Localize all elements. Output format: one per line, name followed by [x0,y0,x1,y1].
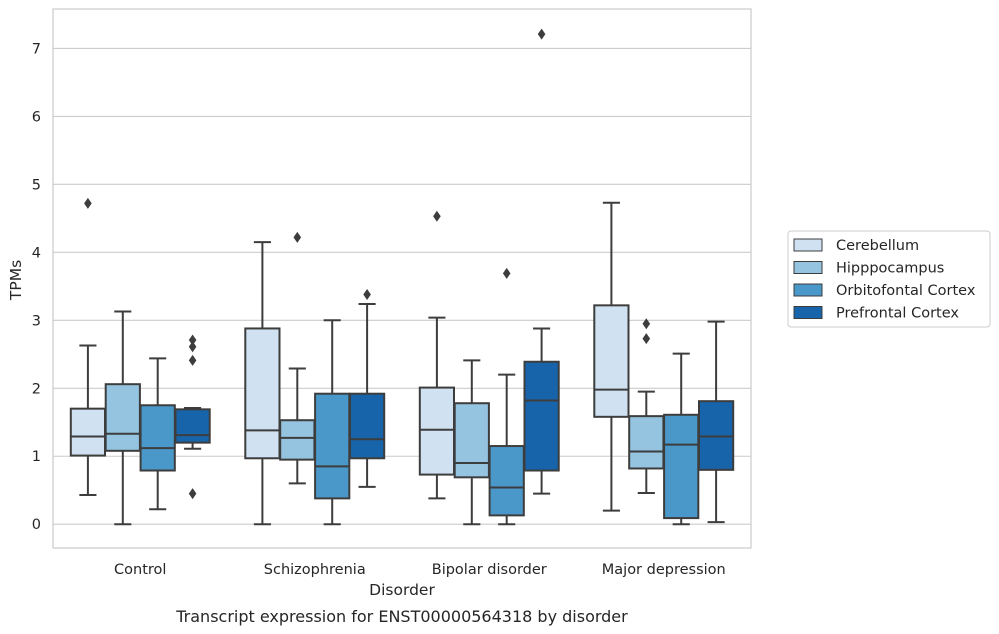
legend-swatch [793,238,823,252]
chart-caption: Transcript expression for ENST0000056431… [175,607,628,626]
y-tick-label: 2 [32,381,41,397]
box-orbitofontal-cortex [314,319,351,526]
legend-item: Hipppocampus [793,261,944,277]
box-prefrontal-cortex [174,334,211,500]
box-hipppocampus [453,359,490,526]
box-iqr [663,413,700,520]
y-tick-label: 3 [32,313,41,329]
legend-label: Cerebellum [836,238,919,254]
box-cerebellum [418,210,456,500]
legend-frame [787,230,991,328]
box-prefrontal-cortex [348,288,386,488]
legend-label: Orbitofontal Cortex [836,283,976,299]
box-iqr [244,327,281,460]
outlier-point [188,354,197,366]
outlier-point [537,28,546,40]
legend-item: Cerebellum [793,238,919,254]
legend-swatch [793,283,823,297]
box-iqr [174,408,211,444]
x-tick-label: Control [114,562,166,578]
y-tick-label: 4 [32,245,41,261]
x-tick-label: Bipolar disorder [432,562,547,578]
box-iqr [348,392,386,460]
box-iqr [104,383,141,452]
outlier-point [188,341,197,353]
box-hipppocampus [104,310,141,526]
legend-item: Orbitofontal Cortex [793,283,976,299]
box-iqr [139,404,176,472]
box-iqr [697,400,735,471]
box-hipppocampus [279,231,316,485]
outlier-point [642,333,651,345]
legend-swatch [793,306,823,319]
outlier-point [188,488,197,500]
box-iqr [453,402,490,479]
plot-frame [52,8,752,549]
y-axis-label: TPMs [7,260,25,301]
box-orbitofontal-cortex [488,267,525,526]
outlier-point [642,318,651,330]
outlier-point [433,210,441,222]
outlier-point [363,288,371,300]
outlier-point [502,267,511,279]
legend: Cerebellum Hipppocampus Orbitofontal Corte… [787,230,991,328]
outlier-point [84,197,92,209]
y-tick-label: 1 [32,449,41,465]
x-tick-label: Major depression [602,562,726,578]
box-iqr [314,392,351,500]
box-iqr [279,419,316,461]
box-plot-series [69,28,735,526]
y-tick-label: 0 [32,517,41,533]
box-iqr [523,360,560,472]
x-axis-ticks: Control Schizophrenia Bipolar disorder Majo… [114,562,726,578]
box-iqr [488,445,525,517]
box-iqr [628,415,665,470]
box-iqr [69,407,107,457]
x-tick-label: Schizophrenia [264,562,366,578]
box-orbitofontal-cortex [663,352,700,526]
legend-label: Prefrontal Cortex [836,306,959,322]
box-prefrontal-cortex [697,320,735,524]
box-cerebellum [69,197,107,496]
box-hipppocampus [628,318,665,494]
box-orbitofontal-cortex [139,357,176,511]
y-tick-label: 5 [32,177,41,193]
x-axis-label: Disorder [369,581,435,599]
legend-swatch [793,261,823,274]
legend-label: Hipppocampus [836,261,944,277]
box-cerebellum [244,241,281,526]
y-tick-label: 7 [32,41,41,57]
box-iqr [418,386,456,476]
box-iqr [593,304,630,418]
outlier-point [188,334,197,346]
y-axis-ticks: 0 1 2 3 4 5 6 7 [32,41,41,533]
outlier-point [293,231,302,243]
box-prefrontal-cortex [523,28,560,495]
box-cerebellum [593,201,630,512]
y-tick-label: 6 [32,109,41,125]
legend-item: Prefrontal Cortex [793,306,959,322]
